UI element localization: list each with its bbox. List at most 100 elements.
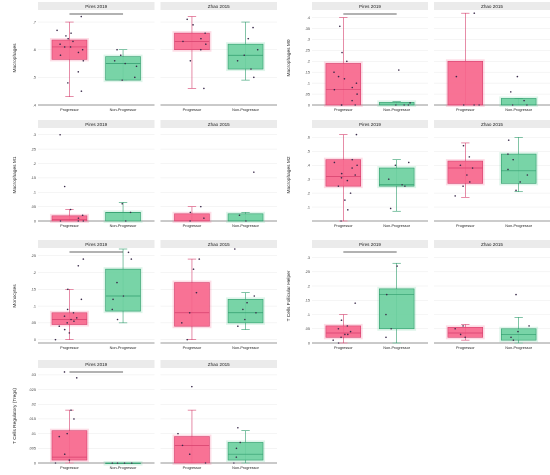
box-body	[447, 160, 484, 184]
box-non-progressor	[499, 75, 539, 107]
panel-title: Pires 2019	[359, 122, 381, 127]
data-point	[121, 79, 124, 81]
data-point	[82, 220, 85, 222]
data-point	[72, 311, 75, 314]
data-point	[205, 43, 207, 45]
data-point	[198, 258, 201, 260]
x-category-label: Progressor	[183, 346, 202, 350]
box-body	[447, 327, 484, 338]
data-point	[516, 75, 519, 78]
data-point	[462, 185, 464, 187]
data-point	[473, 104, 475, 106]
data-point	[203, 87, 205, 90]
y-tick-label: .1	[307, 313, 310, 317]
y-tick-label: .25	[305, 270, 310, 274]
y-tick-label: .3	[307, 177, 310, 181]
data-point	[337, 327, 340, 330]
data-point	[333, 88, 336, 91]
data-point	[237, 426, 239, 429]
data-point	[519, 181, 521, 183]
data-point	[351, 86, 354, 89]
data-point	[351, 167, 353, 169]
y-tick-label: .05	[31, 321, 36, 325]
data-point	[235, 456, 238, 458]
x-category-label: Progressor	[60, 346, 79, 350]
data-point	[59, 54, 62, 57]
y-tick-label: .02	[31, 403, 36, 407]
data-point	[238, 214, 241, 217]
box-non-progressor	[499, 293, 539, 344]
data-point	[66, 308, 69, 311]
panel-pires-2019: Pires 2019 Progressor Non-Progressor	[312, 240, 428, 350]
x-category-label: Progressor	[183, 466, 202, 470]
data-point	[199, 205, 202, 208]
data-point	[77, 217, 80, 219]
data-point	[507, 139, 510, 141]
y-tick-label: .05	[305, 327, 310, 331]
box-non-progressor	[377, 159, 417, 212]
chart-6: T Cells Follicular Helper 0 .05 .1 .15 .2 .25.…	[286, 240, 550, 350]
data-point	[245, 220, 247, 222]
panel-zhao-2015: Zhao 2015 Progressor Non-Progressor	[434, 240, 550, 350]
data-point	[340, 104, 343, 106]
data-point	[239, 441, 242, 444]
data-point	[478, 104, 480, 106]
x-category-label: Progressor	[456, 224, 475, 228]
data-point	[455, 75, 458, 78]
panel-strip	[38, 120, 155, 128]
x-category-label: Non-Progressor	[505, 108, 533, 112]
data-point	[396, 265, 398, 267]
panel-strip	[434, 2, 550, 10]
data-point	[250, 68, 252, 70]
panel-zhao-2015: Zhao 2015 Progressor Non-Progressor	[160, 120, 277, 228]
data-point	[82, 258, 85, 260]
y-tick-label: .5	[33, 76, 36, 80]
data-point	[68, 459, 71, 461]
y-tick-label: .3	[307, 38, 310, 42]
data-point	[337, 342, 340, 344]
y-tick-label: .05	[31, 205, 36, 209]
y-tick-label: .25	[31, 147, 36, 151]
data-point	[80, 90, 83, 92]
data-point	[246, 301, 248, 304]
y-tick-label: .1	[307, 205, 310, 209]
data-point	[67, 37, 69, 40]
data-point	[349, 192, 352, 194]
x-category-label: Progressor	[60, 224, 79, 228]
data-point	[403, 104, 405, 106]
data-point	[123, 462, 126, 464]
data-point	[59, 220, 62, 222]
x-category-label: Non-Progressor	[232, 466, 260, 470]
x-category-label: Non-Progressor	[232, 346, 260, 350]
box-non-progressor	[103, 248, 143, 324]
data-point	[235, 447, 238, 450]
data-point	[70, 318, 72, 321]
panel-title: Zhao 2015	[481, 122, 503, 127]
data-point	[121, 202, 124, 205]
y-tick-label: .6	[33, 48, 36, 52]
panel-zhao-2015: Zhao 2015 Progressor Non-Progressor	[434, 2, 550, 112]
data-point	[111, 462, 114, 464]
panel-pires-2019: Pires 2019 Progressor Non-Progressor	[38, 2, 155, 112]
data-point	[67, 288, 69, 291]
data-point	[63, 46, 66, 48]
data-point	[340, 176, 343, 179]
y-tick-label: .015	[29, 417, 36, 421]
data-point	[111, 308, 114, 311]
data-point	[253, 295, 256, 297]
data-point	[58, 435, 61, 438]
data-point	[177, 432, 179, 435]
x-category-label: Non-Progressor	[232, 108, 260, 112]
data-point	[54, 338, 57, 341]
y-tick-label: .1	[33, 304, 36, 308]
chart-2: Macrophages M00.05.1.15.2.25.3.35.4Pires…	[286, 2, 550, 112]
y-tick-label: .005	[29, 447, 36, 451]
data-point	[58, 325, 61, 328]
data-point	[407, 161, 410, 164]
data-point	[124, 220, 127, 222]
data-point	[188, 311, 191, 314]
box-body	[174, 436, 210, 464]
x-category-label: Progressor	[334, 224, 353, 228]
data-point	[59, 133, 61, 136]
